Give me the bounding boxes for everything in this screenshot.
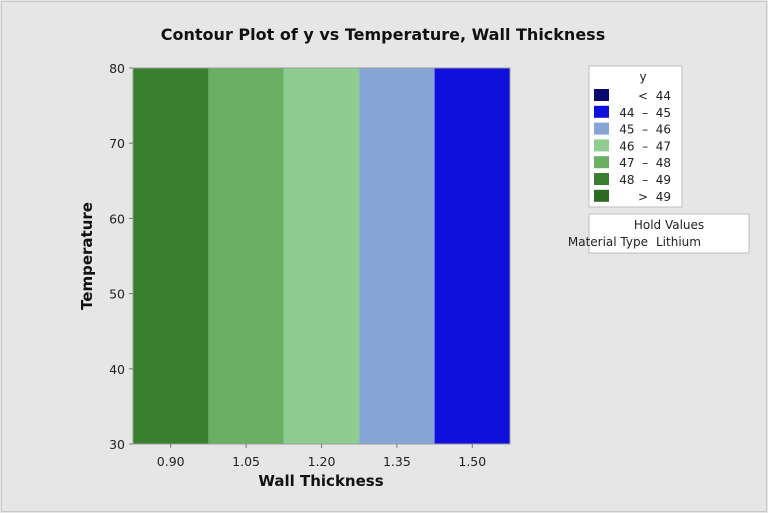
hold-value: Lithium — [656, 235, 701, 249]
hold-values-box: Hold Values Material Type Lithium — [568, 213, 750, 254]
legend-swatch — [594, 173, 609, 185]
x-axis-ticks: 0.90 1.05 1.20 1.35 1.50 — [157, 444, 486, 469]
hold-values-title: Hold Values — [634, 218, 704, 232]
x-tick-label: 1.35 — [383, 454, 411, 469]
legend-label: 48 – 49 — [619, 173, 671, 187]
contour-region — [283, 68, 360, 444]
x-tick-label: 0.90 — [157, 454, 185, 469]
legend-label: 45 – 46 — [619, 123, 671, 137]
contour-region — [208, 68, 284, 444]
legend-entry: 45 – 46 — [594, 122, 671, 137]
legend-swatch — [594, 189, 609, 202]
y-axis-ticks: 30 40 50 60 70 80 — [109, 61, 133, 452]
hold-values-border — [588, 213, 750, 254]
legend-label: > 49 — [638, 190, 671, 204]
legend-entry: 48 – 49 — [594, 173, 671, 187]
contour-regions — [133, 68, 510, 444]
legend-entry: < 44 — [594, 89, 671, 103]
y-tick-label: 30 — [109, 437, 125, 452]
legend-entry: 44 – 45 — [594, 105, 671, 120]
legend-label: 47 – 48 — [619, 156, 671, 170]
y-tick-label: 70 — [109, 136, 125, 151]
legend-swatch — [594, 156, 609, 169]
y-axis-label: Temperature — [78, 202, 96, 310]
chart-title: Contour Plot of y vs Temperature, Wall T… — [161, 25, 605, 44]
legend-entry: 47 – 48 — [594, 156, 671, 170]
x-tick-label: 1.50 — [458, 454, 486, 469]
legend-label: < 44 — [638, 89, 671, 103]
legend: y < 44 44 – 45 45 – 46 46 – 47 47 – 48 48 – 4… — [588, 65, 683, 208]
y-tick-label: 40 — [109, 362, 125, 377]
y-tick-label: 50 — [109, 287, 125, 302]
x-tick-label: 1.05 — [232, 454, 260, 469]
legend-swatch — [594, 139, 609, 152]
legend-swatch — [594, 122, 609, 135]
legend-title: y — [639, 70, 646, 84]
x-axis-label: Wall Thickness — [258, 472, 383, 490]
contour-region — [359, 68, 435, 444]
legend-entry: > 49 — [594, 189, 671, 204]
x-tick-label: 1.20 — [308, 454, 336, 469]
legend-label: 44 – 45 — [619, 106, 671, 120]
hold-variable: Material Type — [568, 235, 648, 249]
legend-swatch — [594, 89, 609, 101]
y-tick-label: 80 — [109, 61, 125, 76]
legend-swatch — [594, 105, 609, 118]
y-tick-label: 60 — [109, 211, 125, 226]
legend-label: 46 – 47 — [619, 139, 671, 153]
contour-region — [133, 68, 209, 444]
legend-entry: 46 – 47 — [594, 139, 671, 153]
contour-region — [434, 68, 510, 444]
